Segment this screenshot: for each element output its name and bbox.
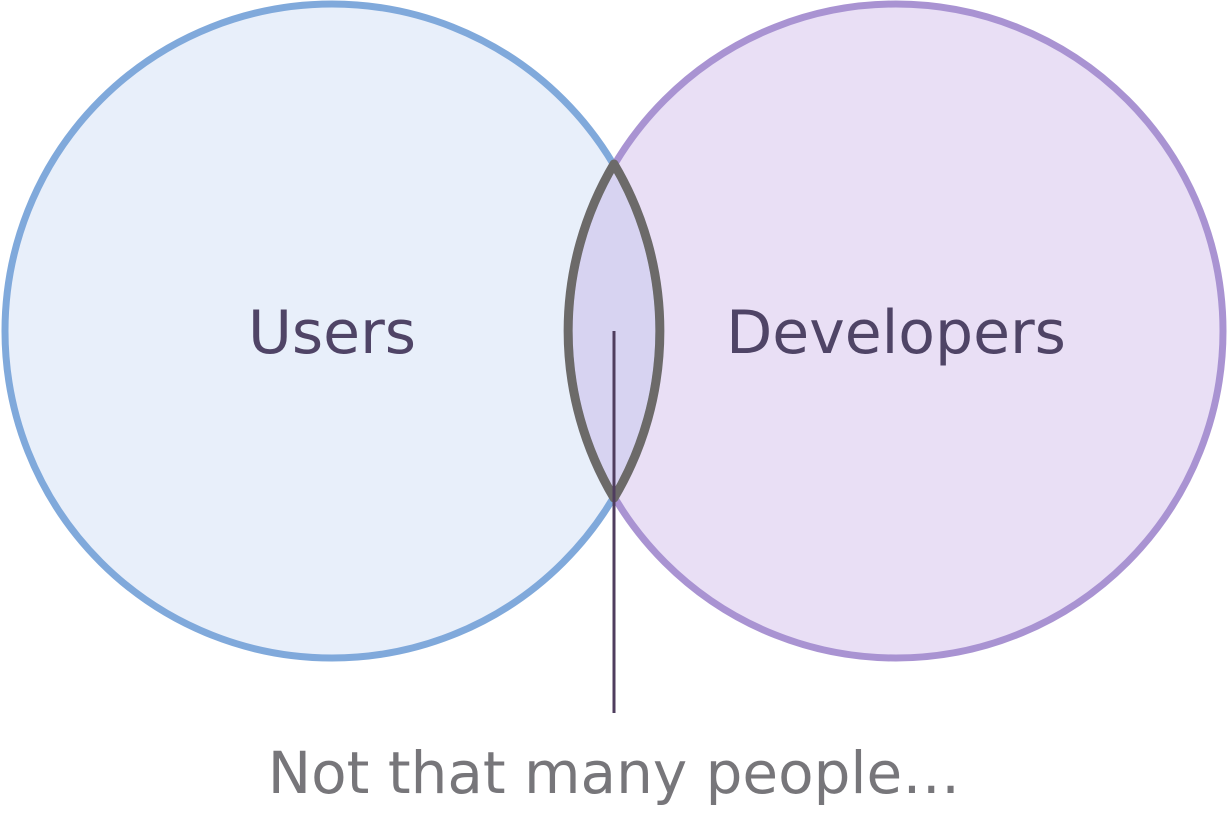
- intersection-caption: Not that many people…: [268, 739, 960, 807]
- developers-label: Developers: [726, 298, 1066, 368]
- users-circle: [5, 4, 659, 658]
- developers-circle: [569, 4, 1223, 658]
- users-label: Users: [248, 298, 416, 368]
